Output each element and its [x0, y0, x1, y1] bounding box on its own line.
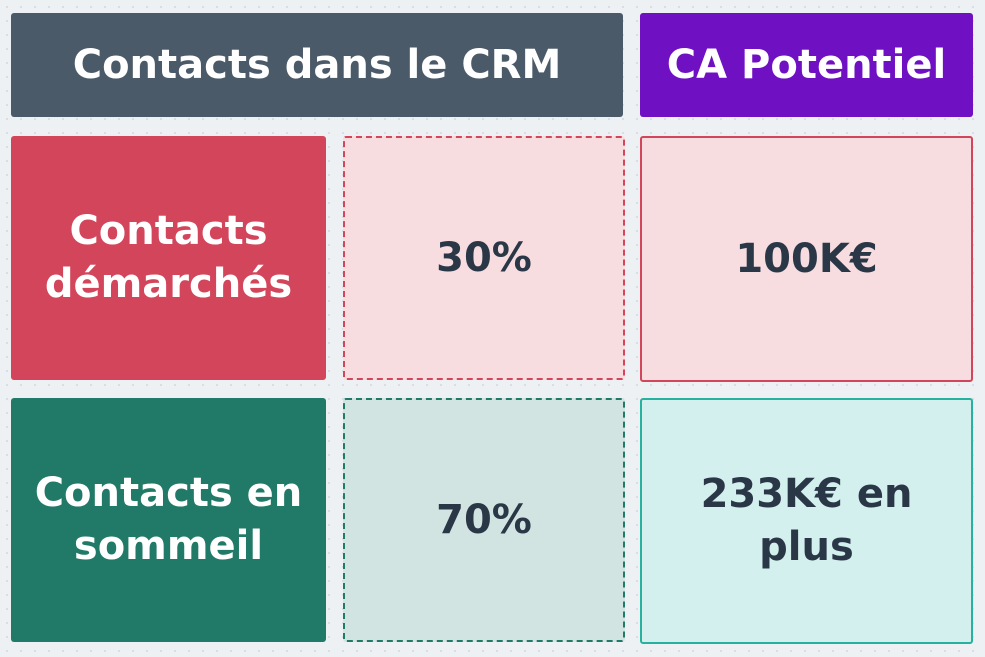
label-demarches-line2: démarchés — [44, 261, 293, 307]
label-sommeil-line1: Contacts en — [34, 470, 303, 517]
ca-sommeil: 233K€ en plus — [640, 398, 973, 644]
ca-demarches-line1: 100K€ — [735, 235, 878, 282]
percent-sommeil: 70% — [343, 398, 625, 642]
header-ca-potentiel-text: CA Potentiel — [666, 41, 947, 88]
header-ca-potentiel: CA Potentiel — [640, 13, 973, 117]
percent-sommeil-text: 70% — [436, 496, 532, 543]
header-contacts-crm: Contacts dans le CRM — [11, 13, 623, 117]
header-contacts-crm-text: Contacts dans le CRM — [72, 41, 562, 88]
label-sommeil-line2: sommeil — [73, 523, 264, 569]
label-demarches-line1: Contacts — [69, 208, 268, 255]
label-contacts-sommeil: Contacts en sommeil — [11, 398, 326, 642]
ca-sommeil-line1: 233K€ en — [700, 471, 913, 518]
ca-sommeil-line2: plus — [759, 524, 854, 570]
percent-demarches: 30% — [343, 136, 625, 380]
ca-demarches: 100K€ — [640, 136, 973, 382]
percent-demarches-text: 30% — [436, 234, 532, 281]
label-contacts-demarches: Contacts démarchés — [11, 136, 326, 380]
